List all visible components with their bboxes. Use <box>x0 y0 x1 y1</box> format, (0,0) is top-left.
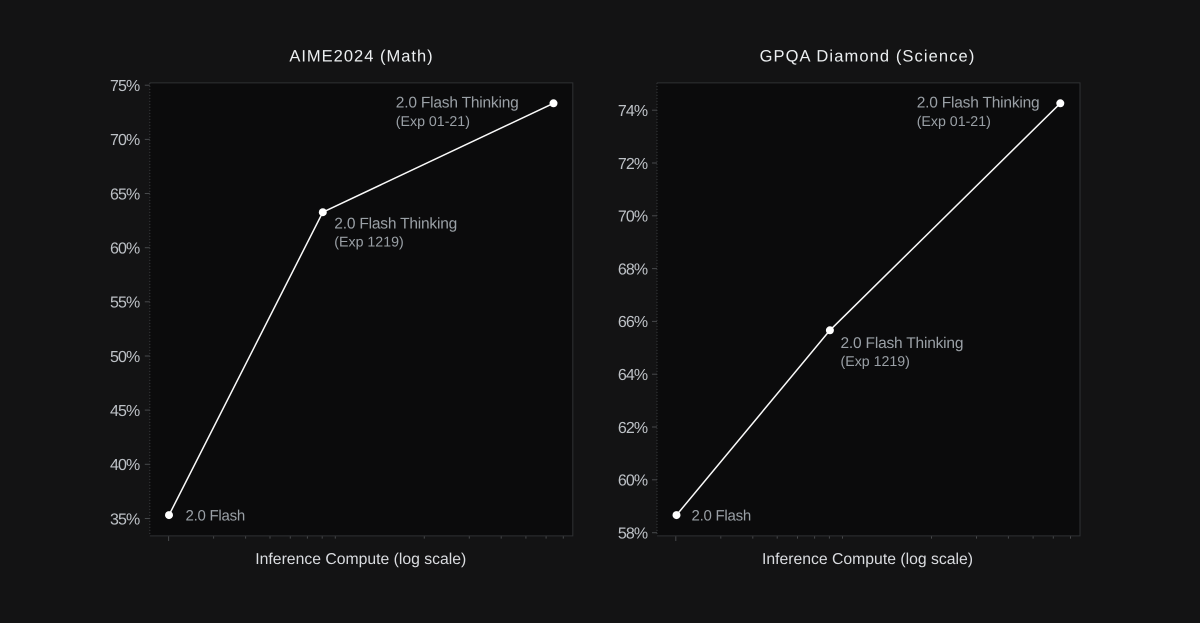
svg-text:Inference Compute (log scale): Inference Compute (log scale) <box>762 551 973 568</box>
svg-text:2.0 Flash Thinking: 2.0 Flash Thinking <box>917 95 1040 112</box>
svg-text:2.0 Flash: 2.0 Flash <box>692 507 751 524</box>
svg-text:60%: 60% <box>618 473 648 490</box>
svg-text:2.0 Flash: 2.0 Flash <box>186 507 245 524</box>
svg-text:70%: 70% <box>618 209 648 226</box>
svg-text:50%: 50% <box>110 349 140 366</box>
svg-text:65%: 65% <box>110 186 140 203</box>
svg-text:62%: 62% <box>618 420 648 437</box>
svg-text:55%: 55% <box>110 295 140 312</box>
svg-text:72%: 72% <box>618 156 648 173</box>
svg-text:64%: 64% <box>618 367 648 384</box>
svg-text:2.0 Flash Thinking: 2.0 Flash Thinking <box>334 215 457 232</box>
svg-text:45%: 45% <box>110 403 140 420</box>
svg-text:Inference Compute (log scale): Inference Compute (log scale) <box>255 551 466 568</box>
svg-text:58%: 58% <box>618 526 648 543</box>
svg-text:60%: 60% <box>110 241 140 258</box>
svg-text:68%: 68% <box>618 261 648 278</box>
svg-text:(Exp 1219): (Exp 1219) <box>334 235 403 251</box>
svg-text:(Exp 01-21): (Exp 01-21) <box>917 114 991 130</box>
svg-text:66%: 66% <box>618 314 648 331</box>
svg-text:GPQA Diamond (Science): GPQA Diamond (Science) <box>760 47 976 65</box>
svg-text:74%: 74% <box>618 103 648 120</box>
svg-text:2.0 Flash Thinking: 2.0 Flash Thinking <box>841 335 964 352</box>
svg-text:(Exp 1219): (Exp 1219) <box>841 354 910 370</box>
svg-text:2.0 Flash Thinking: 2.0 Flash Thinking <box>396 95 519 112</box>
svg-text:75%: 75% <box>110 78 140 95</box>
svg-text:AIME2024 (Math): AIME2024 (Math) <box>289 47 433 65</box>
svg-text:40%: 40% <box>110 457 140 474</box>
svg-text:(Exp 01-21): (Exp 01-21) <box>396 114 470 130</box>
svg-text:70%: 70% <box>110 132 140 149</box>
svg-text:35%: 35% <box>110 511 140 528</box>
